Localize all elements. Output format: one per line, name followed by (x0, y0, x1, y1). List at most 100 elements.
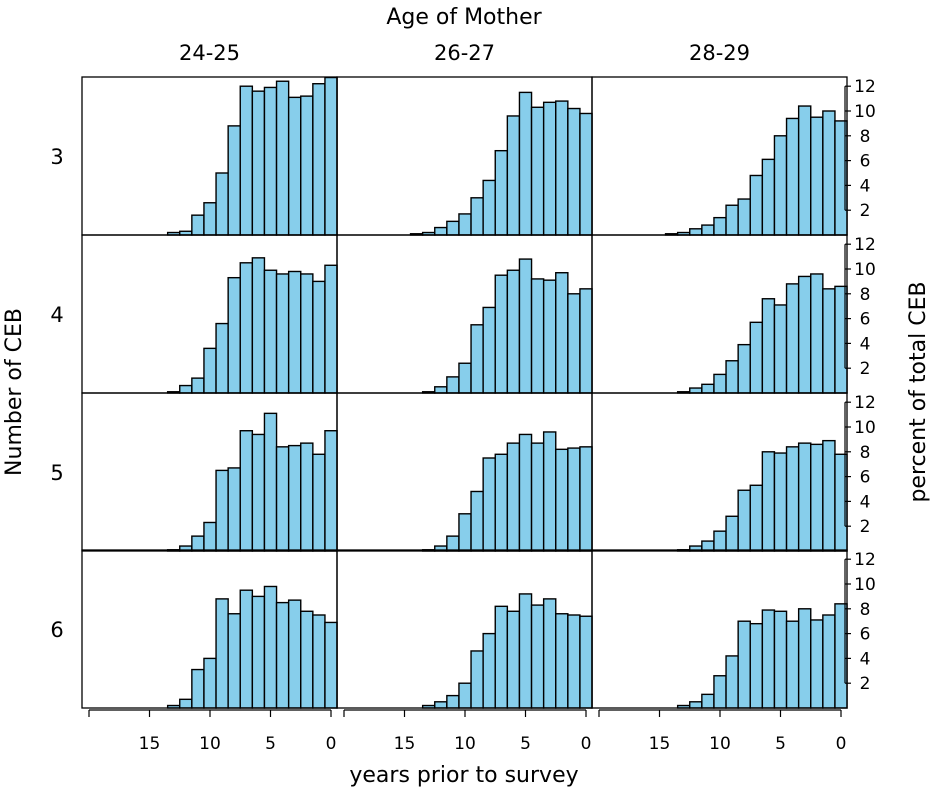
bar-4-28-29-4 (785, 283, 800, 394)
x-tick-label: 15 (394, 734, 416, 754)
bar-5-26-27-4 (530, 442, 545, 552)
y-tick-label: 6 (860, 468, 871, 488)
bar-6-26-27-10 (458, 682, 472, 709)
y-axis-label-left: Number of CEB (2, 308, 27, 476)
bar-4-26-27-7 (494, 274, 509, 394)
bar-4-26-27-3 (542, 279, 557, 394)
x-tick-label: 0 (326, 734, 337, 754)
y-tick-label: 6 (860, 310, 871, 330)
x-tick-label: 10 (709, 734, 731, 754)
y-tick-label: 10 (854, 575, 876, 595)
y-tick-label: 8 (860, 443, 871, 463)
bar-5-28-29-5 (773, 452, 788, 552)
panel-frame (591, 392, 848, 552)
bar-4-28-29-10 (713, 373, 727, 394)
row-label: 5 (50, 461, 63, 485)
bar-6-24-25-5 (263, 585, 278, 709)
bar-6-28-29-12 (689, 701, 703, 709)
bar-4-24-25-2 (300, 273, 314, 394)
bar-6-28-29-11 (701, 693, 715, 709)
bar-4-24-25-4 (275, 273, 290, 394)
bar-3-24-25-5 (263, 86, 278, 236)
strip-labels: 24-25 26-27 28-29 3 4 5 6 (50, 41, 750, 642)
bar-5-28-29-10 (713, 530, 727, 552)
bar-3-24-25-4 (275, 80, 290, 236)
bar-4-24-25-1 (312, 280, 326, 394)
y-tick-label: 6 (860, 625, 871, 645)
bar-4-26-27-6 (506, 269, 521, 394)
y-tick-label: 8 (860, 600, 871, 620)
bar-6-28-29-5 (773, 610, 788, 709)
bar-3-26-27-9 (470, 197, 484, 236)
bar-6-26-27-1 (567, 614, 581, 709)
bar-3-28-29-5 (773, 135, 788, 236)
x-tick-label: 5 (775, 734, 786, 754)
bar-3-26-27-7 (494, 149, 509, 236)
panel-6-24-25 (81, 549, 338, 709)
bar-3-26-27-6 (506, 115, 521, 236)
bar-6-24-25-9 (215, 598, 229, 709)
bar-6-28-29-3 (797, 608, 812, 709)
bar-6-28-29-7 (749, 622, 764, 709)
column-label: 26-27 (434, 41, 495, 65)
bar-6-28-29-2 (810, 619, 824, 709)
panel-4-24-25 (81, 234, 338, 394)
bar-6-26-27-12 (434, 701, 448, 709)
bar-3-26-27-0 (579, 112, 593, 236)
bar-3-28-29-7 (749, 174, 764, 236)
bar-5-26-27-3 (542, 431, 557, 552)
bar-3-24-25-3 (287, 96, 302, 236)
panel-6-28-29 (591, 549, 848, 709)
x-tick-label: 5 (520, 734, 531, 754)
y-tick-label: 10 (854, 260, 876, 280)
bar-5-26-27-1 (567, 447, 581, 552)
bar-3-28-29-11 (701, 224, 715, 236)
x-tick-label: 15 (649, 734, 671, 754)
y-tick-label: 12 (854, 77, 876, 97)
bar-4-28-29-1 (822, 288, 836, 394)
bar-3-26-27-11 (446, 220, 460, 236)
bar-3-26-27-12 (434, 226, 448, 236)
bar-3-28-29-8 (737, 198, 751, 236)
bar-3-28-29-10 (713, 216, 727, 236)
y-tick-label: 8 (860, 285, 871, 305)
bar-5-24-25-9 (215, 469, 229, 552)
bar-5-26-27-9 (470, 490, 484, 552)
bar-4-26-27-5 (518, 258, 533, 394)
bar-4-28-29-9 (725, 360, 739, 394)
bar-5-24-25-3 (287, 444, 302, 552)
bar-6-26-27-6 (506, 610, 521, 709)
bar-5-26-27-7 (494, 453, 509, 552)
y-tick-label: 10 (854, 102, 876, 122)
bar-6-24-25-2 (300, 610, 314, 709)
bar-4-24-25-5 (263, 269, 278, 394)
panel-6-26-27 (336, 549, 593, 709)
bar-3-24-25-7 (239, 85, 254, 236)
bar-5-28-29-2 (810, 443, 824, 552)
bar-4-28-29-6 (761, 298, 776, 394)
y-tick-label: 4 (860, 492, 871, 512)
bar-4-28-29-5 (773, 304, 788, 394)
y-tick-label: 12 (854, 550, 876, 570)
bar-5-28-29-9 (725, 515, 739, 552)
panel-5-24-25 (81, 392, 338, 552)
y-tick-label: 12 (854, 393, 876, 413)
bar-4-28-29-3 (797, 275, 812, 394)
bar-3-24-25-10 (203, 202, 217, 236)
bar-5-28-29-6 (761, 451, 776, 552)
row-label: 6 (50, 618, 63, 642)
bar-5-24-25-0 (324, 430, 338, 552)
bar-6-24-25-10 (203, 657, 217, 709)
axes: 15 10 5 0 15 10 5 0 15 10 5 0 2 4 6 8 10 12 2 4 6 8 10 12 2 4 6 8 10… (88, 77, 876, 754)
x-tick-label: 0 (836, 734, 847, 754)
bar-3-28-29-2 (810, 116, 824, 236)
bar-4-28-29-12 (689, 387, 703, 394)
bar-5-24-25-6 (251, 433, 266, 552)
panel-3-24-25 (81, 76, 338, 236)
bar-3-28-29-1 (822, 110, 836, 236)
panel-4-28-29 (591, 234, 848, 394)
bar-5-24-25-10 (203, 521, 217, 552)
bar-6-26-27-9 (470, 650, 484, 709)
bar-5-24-25-1 (312, 453, 326, 552)
x-tick-label: 5 (265, 734, 276, 754)
